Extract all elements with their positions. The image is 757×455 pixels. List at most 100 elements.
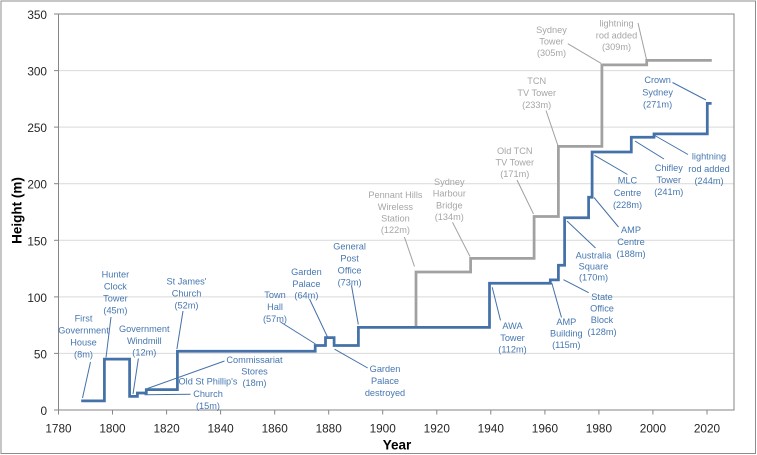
svg-text:2020: 2020 (694, 422, 721, 436)
svg-text:(12m): (12m) (132, 348, 156, 358)
svg-text:(171m): (171m) (500, 169, 529, 179)
svg-text:(244m): (244m) (694, 176, 723, 186)
svg-text:1980: 1980 (586, 422, 613, 436)
svg-text:(228m): (228m) (613, 200, 642, 210)
svg-text:Sydney: Sydney (434, 177, 465, 187)
svg-text:(115m): (115m) (552, 340, 580, 350)
svg-text:Post: Post (340, 254, 359, 264)
svg-text:2000: 2000 (640, 422, 667, 436)
svg-text:(45m): (45m) (103, 306, 127, 316)
svg-text:Sydney: Sydney (642, 88, 673, 98)
svg-text:House: House (70, 338, 97, 348)
svg-text:(241m): (241m) (654, 187, 683, 197)
svg-text:Australia: Australia (576, 251, 613, 261)
svg-text:Tower: Tower (500, 333, 525, 343)
svg-text:(170m): (170m) (579, 273, 608, 283)
svg-text:(15m): (15m) (196, 401, 220, 411)
svg-text:Hall: Hall (267, 302, 283, 312)
svg-text:Tower: Tower (657, 175, 682, 185)
svg-text:1800: 1800 (99, 422, 126, 436)
svg-text:(122m): (122m) (381, 225, 410, 235)
svg-text:1920: 1920 (424, 422, 451, 436)
svg-text:(188m): (188m) (616, 249, 645, 259)
svg-text:Palace: Palace (292, 279, 320, 289)
svg-text:Pennant Hills: Pennant Hills (368, 190, 423, 200)
svg-text:AMP: AMP (556, 317, 576, 327)
svg-text:Commissariat: Commissariat (226, 355, 283, 365)
svg-text:Height (m): Height (m) (9, 177, 24, 244)
svg-text:Old TCN: Old TCN (497, 146, 533, 156)
svg-text:1960: 1960 (532, 422, 559, 436)
svg-text:Centre: Centre (614, 188, 642, 198)
svg-text:1780: 1780 (45, 422, 72, 436)
svg-text:Wireless: Wireless (378, 202, 414, 212)
svg-text:150: 150 (27, 234, 47, 248)
svg-text:TV Tower: TV Tower (495, 158, 534, 168)
svg-text:Government: Government (58, 326, 109, 336)
svg-text:1820: 1820 (153, 422, 180, 436)
svg-text:(305m): (305m) (537, 48, 566, 58)
svg-text:(64m): (64m) (294, 291, 318, 301)
svg-text:lightning: lightning (692, 151, 726, 161)
svg-text:Centre: Centre (617, 237, 645, 247)
svg-text:1840: 1840 (207, 422, 234, 436)
svg-text:AWA: AWA (502, 321, 523, 331)
svg-text:AMP: AMP (621, 225, 641, 235)
svg-text:Garden: Garden (291, 267, 322, 277)
svg-text:Stores: Stores (241, 367, 268, 377)
svg-text:Hunter: Hunter (102, 270, 130, 280)
svg-text:lightning: lightning (599, 19, 633, 29)
svg-text:(128m): (128m) (587, 327, 616, 337)
svg-text:(271m): (271m) (643, 100, 672, 110)
svg-text:Station: Station (381, 214, 410, 224)
svg-text:(18m): (18m) (243, 378, 267, 388)
svg-text:TCN: TCN (527, 76, 546, 86)
svg-text:(233m): (233m) (522, 100, 551, 110)
svg-text:100: 100 (27, 291, 47, 305)
svg-text:Year: Year (383, 438, 412, 453)
svg-text:rod added: rod added (596, 31, 637, 41)
svg-text:1900: 1900 (370, 422, 397, 436)
svg-text:Office: Office (590, 304, 614, 314)
svg-text:Church: Church (172, 289, 202, 299)
svg-text:(134m): (134m) (435, 212, 464, 222)
svg-text:First: First (75, 314, 93, 324)
svg-text:State: State (591, 292, 612, 302)
svg-text:1940: 1940 (478, 422, 505, 436)
svg-text:Tower: Tower (103, 294, 128, 304)
svg-text:Crown: Crown (644, 75, 671, 85)
svg-text:St James': St James' (166, 277, 206, 287)
svg-text:Church: Church (193, 389, 223, 399)
svg-text:Office: Office (338, 266, 362, 276)
svg-text:300: 300 (27, 65, 47, 79)
svg-text:50: 50 (34, 347, 48, 361)
svg-text:Bridge: Bridge (436, 200, 463, 210)
svg-text:Town: Town (264, 290, 285, 300)
svg-text:(57m): (57m) (263, 314, 287, 324)
svg-text:Windmill: Windmill (127, 336, 162, 346)
svg-text:Government: Government (119, 324, 170, 334)
svg-text:Sydney: Sydney (536, 25, 567, 35)
svg-text:Clock: Clock (104, 282, 127, 292)
svg-text:Old St Phillip's: Old St Phillip's (179, 377, 238, 387)
svg-text:(52m): (52m) (175, 301, 199, 311)
svg-text:MLC: MLC (618, 175, 638, 185)
svg-text:rod added: rod added (688, 164, 729, 174)
svg-text:(112m): (112m) (498, 345, 526, 355)
svg-text:(309m): (309m) (602, 42, 631, 52)
svg-text:Garden: Garden (370, 364, 401, 374)
svg-text:200: 200 (27, 178, 47, 192)
svg-text:(8m): (8m) (74, 350, 93, 360)
svg-text:General: General (333, 242, 366, 252)
svg-text:Chifley: Chifley (655, 163, 683, 173)
svg-text:TV Tower: TV Tower (517, 88, 556, 98)
svg-text:destroyed: destroyed (365, 388, 405, 398)
svg-text:(73m): (73m) (338, 278, 362, 288)
svg-text:1880: 1880 (316, 422, 343, 436)
svg-text:0: 0 (40, 404, 47, 418)
svg-text:1860: 1860 (262, 422, 289, 436)
svg-text:Tower: Tower (539, 37, 564, 47)
svg-text:Palace: Palace (371, 376, 399, 386)
svg-text:Square: Square (579, 262, 609, 272)
svg-text:Building: Building (550, 329, 583, 339)
